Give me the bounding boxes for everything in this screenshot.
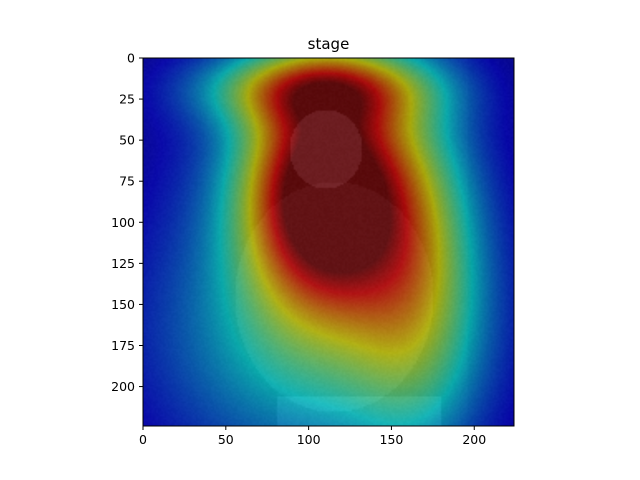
- plot-frame: [142, 57, 515, 427]
- plot-area: [143, 58, 514, 426]
- y-tick-label: 150: [111, 297, 135, 312]
- chart-title: stage: [308, 35, 350, 53]
- y-axis: 0 25 50 75 100 125 150 175 200: [111, 51, 143, 394]
- x-tick-label: 50: [218, 432, 234, 447]
- y-tick-label: 175: [111, 338, 135, 353]
- x-tick-label: 200: [462, 432, 486, 447]
- heatmap-image: [143, 58, 514, 426]
- y-tick-label: 200: [111, 379, 135, 394]
- y-tick-label: 100: [111, 215, 135, 230]
- y-tick-label: 25: [119, 92, 135, 107]
- y-tick-label: 125: [111, 256, 135, 271]
- x-tick-label: 150: [380, 432, 404, 447]
- y-tick-label: 50: [119, 133, 135, 148]
- x-axis: 0 50 100 150 200: [139, 426, 486, 447]
- x-tick-label: 100: [297, 432, 321, 447]
- x-tick-label: 0: [139, 432, 147, 447]
- y-tick-label: 0: [127, 51, 135, 66]
- y-tick-label: 75: [119, 174, 135, 189]
